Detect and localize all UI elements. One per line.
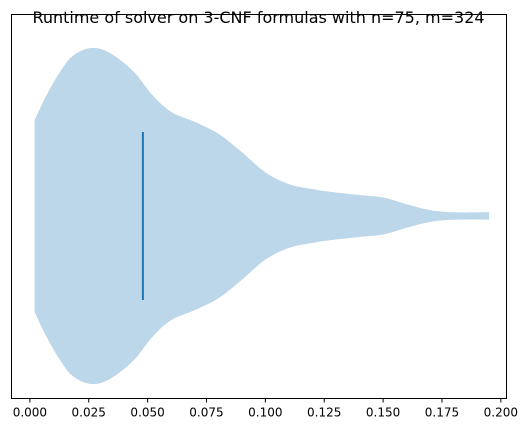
plot-area [34,47,490,385]
plot-frame [11,14,507,399]
x-tick-label: 0.050 [130,406,164,420]
x-tick-label: 0.000 [13,406,47,420]
x-axis: 0.000 0.025 0.050 0.075 0.100 0.125 0.150 0.175… [13,398,518,420]
chart-title: Runtime of solver on 3-CNF formulas with… [32,8,484,27]
x-tick-label: 0.175 [425,406,459,420]
x-tick-label: 0.100 [248,406,282,420]
x-tick-label: 0.125 [307,406,341,420]
x-tick-label: 0.025 [72,406,106,420]
x-tick-label: 0.075 [189,406,223,420]
violin-body [34,47,490,385]
x-tick-label: 0.150 [366,406,400,420]
x-tick-label: 0.200 [484,406,518,420]
